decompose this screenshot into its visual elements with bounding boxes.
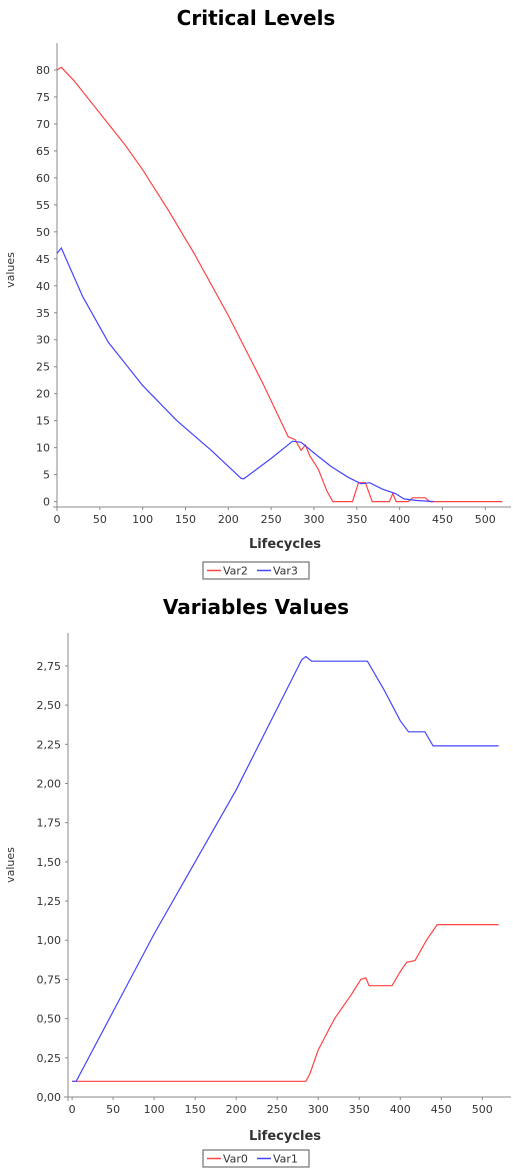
y-tick-label: 20 bbox=[36, 388, 50, 401]
axes: 0 5 10 15 20 25 30 35 40 45 50 55 60 65 70 75 80 0 50 100 15… bbox=[36, 43, 511, 526]
x-tick-label: 450 bbox=[431, 1103, 452, 1116]
y-tick-label: 50 bbox=[36, 226, 50, 239]
y-tick-label: 75 bbox=[36, 91, 50, 104]
y-axis-label: values bbox=[4, 252, 17, 288]
x-tick-label: 200 bbox=[226, 1103, 247, 1116]
x-tick-label: 300 bbox=[303, 513, 324, 526]
x-tick-label: 250 bbox=[261, 513, 282, 526]
y-tick-label: 0,25 bbox=[37, 1052, 62, 1065]
y-tick-label: 60 bbox=[36, 172, 50, 185]
x-tick-label: 50 bbox=[106, 1103, 120, 1116]
x-axis-label: Lifecycles bbox=[249, 1129, 321, 1144]
series-line-var1 bbox=[72, 655, 499, 1082]
x-tick-label: 0 bbox=[54, 513, 61, 526]
y-tick-label: 5 bbox=[43, 469, 50, 482]
legend-label: Var3 bbox=[273, 565, 298, 578]
x-tick-label: 150 bbox=[185, 1103, 206, 1116]
y-tick-label: 2,75 bbox=[37, 660, 62, 673]
axes: 0,00 0,25 0,50 0,75 1,00 1,25 1,50 1,75 2,00 2,25… bbox=[37, 633, 511, 1116]
x-tick-label: 450 bbox=[432, 513, 453, 526]
legend-box bbox=[202, 1149, 310, 1168]
legend[interactable]: Var2 Var3 bbox=[202, 561, 310, 580]
legend-label: Var0 bbox=[223, 1153, 248, 1166]
x-tick-label: 400 bbox=[389, 513, 410, 526]
legend-label: Var2 bbox=[223, 565, 248, 578]
legend-label: Var1 bbox=[273, 1153, 298, 1166]
y-tick-label: 1,25 bbox=[37, 895, 62, 908]
x-tick-label: 150 bbox=[175, 513, 196, 526]
y-tick-label: 25 bbox=[36, 361, 50, 374]
y-tick-label: 1,00 bbox=[37, 934, 62, 947]
x-tick-label: 50 bbox=[93, 513, 107, 526]
y-axis-label: values bbox=[4, 847, 17, 883]
y-tick-label: 2,25 bbox=[37, 738, 62, 751]
y-tick-label: 15 bbox=[36, 415, 50, 428]
y-tick-label: 40 bbox=[36, 280, 50, 293]
y-tick-label: 35 bbox=[36, 307, 50, 320]
y-tick-label: 30 bbox=[36, 334, 50, 347]
y-tick-label: 70 bbox=[36, 118, 50, 131]
x-tick-label: 250 bbox=[267, 1103, 288, 1116]
y-tick-label: 0,75 bbox=[37, 973, 62, 986]
y-tick-label: 2,00 bbox=[37, 777, 62, 790]
y-tick-label: 55 bbox=[36, 199, 50, 212]
x-tick-label: 500 bbox=[475, 513, 496, 526]
y-tick-label: 2,50 bbox=[37, 699, 62, 712]
y-tick-label: 10 bbox=[36, 442, 50, 455]
x-tick-label: 100 bbox=[132, 513, 153, 526]
x-tick-label: 350 bbox=[349, 1103, 370, 1116]
y-tick-label: 45 bbox=[36, 253, 50, 266]
y-tick-label: 1,50 bbox=[37, 856, 62, 869]
y-tick-label: 65 bbox=[36, 145, 50, 158]
y-tick-label: 0,00 bbox=[37, 1091, 62, 1104]
series-layer bbox=[72, 655, 499, 1082]
chart-critical-levels: Critical Levels Lifecycles values 0 5 10 15… bbox=[4, 6, 511, 580]
x-tick-label: 400 bbox=[390, 1103, 411, 1116]
series-line-var0 bbox=[72, 924, 499, 1082]
chart-title: Variables Values bbox=[163, 595, 349, 619]
legend[interactable]: Var0 Var1 bbox=[202, 1149, 310, 1168]
x-tick-label: 100 bbox=[144, 1103, 165, 1116]
x-tick-label: 350 bbox=[346, 513, 367, 526]
y-tick-label: 0,50 bbox=[37, 1013, 62, 1026]
series-line-var2 bbox=[56, 66, 503, 503]
series-layer bbox=[56, 66, 503, 503]
series-line-var3 bbox=[56, 246, 434, 503]
y-tick-label: 0 bbox=[43, 496, 50, 509]
x-tick-label: 0 bbox=[69, 1103, 76, 1116]
chart-title: Critical Levels bbox=[177, 6, 336, 30]
y-tick-label: 1,75 bbox=[37, 817, 62, 830]
legend-box bbox=[202, 561, 310, 580]
x-tick-label: 200 bbox=[218, 513, 239, 526]
chart-variables-values: Variables Values Lifecycles values 0,000… bbox=[4, 595, 511, 1168]
x-tick-label: 300 bbox=[308, 1103, 329, 1116]
x-tick-label: 500 bbox=[472, 1103, 493, 1116]
y-tick-label: 80 bbox=[36, 64, 50, 77]
x-axis-label: Lifecycles bbox=[249, 537, 321, 552]
